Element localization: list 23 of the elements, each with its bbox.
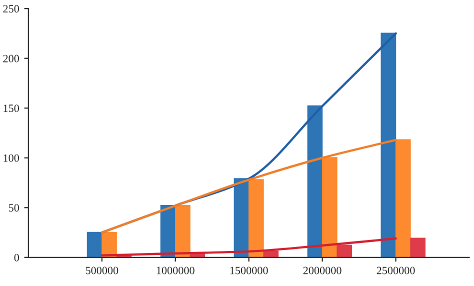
bar xyxy=(410,238,426,258)
bar xyxy=(86,232,102,258)
bar xyxy=(336,244,352,258)
bar xyxy=(322,157,338,258)
x-tick-label: 1500000 xyxy=(230,266,268,274)
bar xyxy=(395,139,411,258)
x-tick-label: 2500000 xyxy=(376,266,415,274)
x-tick-label: 500000 xyxy=(86,266,118,274)
y-tick-label: 0 xyxy=(14,254,19,262)
y-tick-label: 50 xyxy=(8,204,19,212)
y-tick-label: 150 xyxy=(4,104,19,112)
bar xyxy=(380,32,396,258)
bar xyxy=(175,204,190,258)
bar xyxy=(307,105,323,258)
y-tick-label: 100 xyxy=(4,154,19,162)
y-tick-label: 200 xyxy=(3,54,19,62)
x-tick-label: 1000000 xyxy=(156,266,194,274)
bar xyxy=(248,179,264,258)
bar xyxy=(263,250,279,258)
line-series xyxy=(100,138,397,234)
x-tick-label: 2000000 xyxy=(303,266,342,274)
line-series xyxy=(100,237,397,257)
y-tick-label: 250 xyxy=(3,5,19,13)
